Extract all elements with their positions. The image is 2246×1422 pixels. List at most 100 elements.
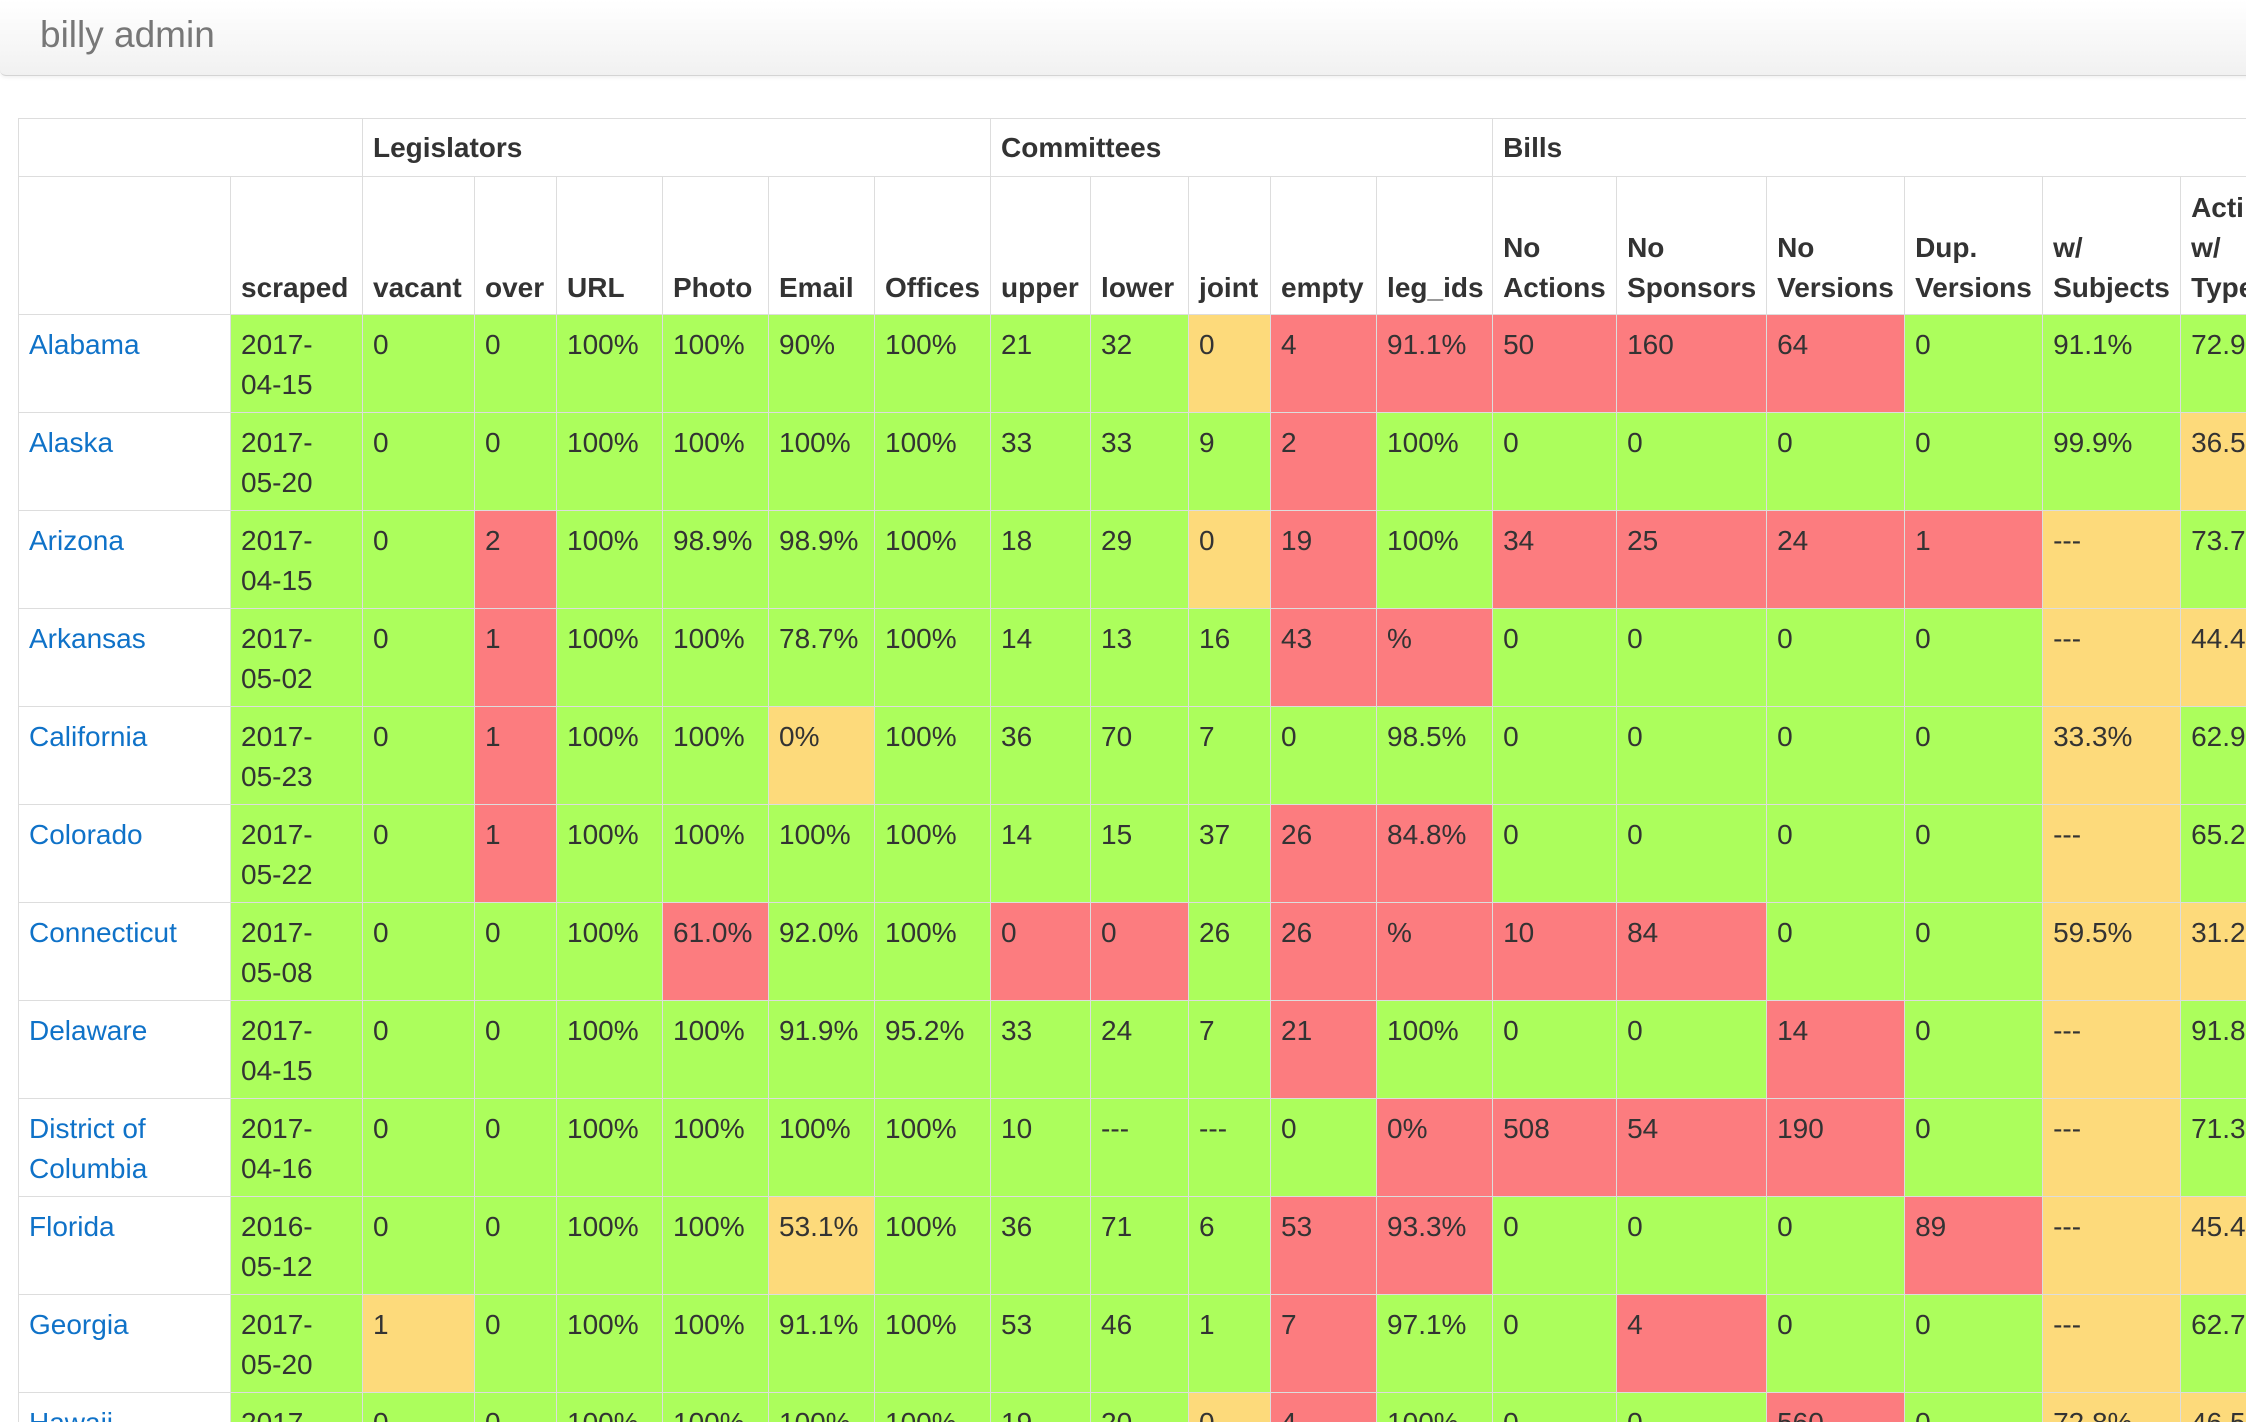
state-link[interactable]: Arizona xyxy=(29,525,124,556)
metric-cell: 0 xyxy=(990,902,1092,1001)
text-line: 7 xyxy=(1199,1015,1215,1046)
text-line: 33 xyxy=(1001,1015,1033,1046)
text-line: --- xyxy=(2053,1015,2082,1046)
metric-cell: 0 xyxy=(362,1000,475,1099)
metric-cell: 0 xyxy=(1492,804,1618,903)
metric-cell: % xyxy=(1376,902,1494,1001)
column-header: empty xyxy=(1270,176,1378,315)
text-line: 100% xyxy=(673,1113,745,1144)
text-line: No xyxy=(1503,232,1541,263)
text-line: 05-22 xyxy=(241,859,313,890)
metric-cell: 62.7 xyxy=(2180,1294,2246,1393)
state-link[interactable]: Florida xyxy=(29,1211,115,1242)
metric-cell: --- xyxy=(2042,1000,2182,1099)
text-line: 0 xyxy=(1627,1015,1643,1046)
metric-cell: 59.5% xyxy=(2042,902,2182,1001)
column-header: Photo xyxy=(662,176,769,315)
metric-cell: 26 xyxy=(1270,902,1378,1001)
text-line: 21 xyxy=(1281,1015,1313,1046)
text-line: 91.9% xyxy=(779,1015,859,1046)
text-line: 0 xyxy=(373,623,389,654)
text-line: 92.0% xyxy=(779,917,859,948)
metric-cell: 97.1% xyxy=(1376,1294,1494,1393)
metric-cell: 0 xyxy=(1492,1294,1618,1393)
column-header: lower xyxy=(1090,176,1190,315)
state-link[interactable]: Hawaii xyxy=(29,1407,113,1422)
state-link[interactable]: Georgia xyxy=(29,1309,129,1340)
state-link[interactable]: Alabama xyxy=(29,329,140,360)
metric-cell: 21 xyxy=(1270,1000,1378,1099)
text-line: 100% xyxy=(885,329,957,360)
brand-link[interactable]: billy admin xyxy=(40,14,215,55)
text-line: 29 xyxy=(1101,525,1133,556)
metric-cell: 2017- 04-16 xyxy=(230,1098,363,1197)
text-line: 0 xyxy=(1915,819,1931,850)
metric-cell: 100% xyxy=(556,1196,663,1295)
text-line: 0 xyxy=(373,525,389,556)
column-header: vacant xyxy=(362,176,475,315)
metric-cell: 0 xyxy=(1616,608,1768,707)
text-line: Email xyxy=(779,272,854,303)
text-line: 24 xyxy=(1101,1015,1133,1046)
metric-cell: 91.1% xyxy=(768,1294,875,1393)
text-line: 2016- xyxy=(241,1211,313,1242)
metric-cell: 0 xyxy=(1766,902,1906,1001)
text-line: --- xyxy=(2053,525,2082,556)
state-link[interactable]: Arkansas xyxy=(29,623,146,654)
state-link[interactable]: Delaware xyxy=(29,1015,147,1046)
metric-cell: 29 xyxy=(1090,510,1190,609)
state-cell: Arkansas xyxy=(18,608,231,707)
text-line: 14 xyxy=(1777,1015,1809,1046)
metric-cell: 100% xyxy=(556,1000,663,1099)
metric-cell: 100% xyxy=(556,1294,663,1393)
metric-cell: 100% xyxy=(662,804,769,903)
state-link[interactable]: Colorado xyxy=(29,819,143,850)
text-line: 100% xyxy=(673,721,745,752)
text-line: 04-16 xyxy=(241,1153,313,1184)
text-line: 9 xyxy=(1199,427,1215,458)
text-line: 2 xyxy=(485,525,501,556)
text-line: 0 xyxy=(1503,623,1519,654)
text-line: 0% xyxy=(779,721,820,752)
text-line: 0 xyxy=(373,917,389,948)
text-line: 26 xyxy=(1281,819,1313,850)
metric-cell: 1 xyxy=(362,1294,475,1393)
metric-cell: 91.8 xyxy=(2180,1000,2246,1099)
state-link[interactable]: Alaska xyxy=(29,427,113,458)
metric-cell: 100% xyxy=(662,1098,769,1197)
text-line: Type xyxy=(2191,272,2246,303)
metric-cell: 25 xyxy=(1616,510,1768,609)
text-line: 0 xyxy=(1503,1407,1519,1422)
metric-cell: 0 xyxy=(1616,804,1768,903)
state-link[interactable]: California xyxy=(29,721,147,752)
metric-cell: 14 xyxy=(990,608,1092,707)
metric-cell: 100% xyxy=(1376,1392,1494,1422)
text-line: 37 xyxy=(1199,819,1231,850)
text-line: 100% xyxy=(567,1407,639,1422)
metric-cell: 1 xyxy=(474,804,557,903)
metric-cell: 100% xyxy=(873,608,992,707)
metric-cell: --- xyxy=(2042,1196,2182,1295)
column-header: w/Subjects xyxy=(2042,176,2182,315)
text-line: 0 xyxy=(1503,1015,1519,1046)
metric-cell: 100% xyxy=(556,314,663,413)
metric-cell: 0 xyxy=(362,706,475,805)
text-line: Florida xyxy=(29,1211,115,1242)
text-line: 0 xyxy=(485,1211,501,1242)
table-row: California 2017- 05-23 0 1 100% 100% 0% 100% 36 70… xyxy=(18,706,2246,805)
metric-cell: --- xyxy=(1090,1098,1190,1197)
metric-cell: 65.2 xyxy=(2180,804,2246,903)
state-link[interactable]: Connecticut xyxy=(29,917,177,948)
text-line: 71.3 xyxy=(2191,1113,2246,1144)
text-line: 100% xyxy=(779,1407,851,1422)
state-link[interactable]: District of Columbia xyxy=(29,1113,147,1184)
metric-cell: 33 xyxy=(990,412,1092,511)
text-line: 0 xyxy=(1915,623,1931,654)
metric-cell: 98.9% xyxy=(662,510,769,609)
text-line: 62.9 xyxy=(2191,721,2246,752)
metric-cell: --- xyxy=(2042,1294,2182,1393)
text-line: 64 xyxy=(1777,329,1809,360)
text-line: Arizona xyxy=(29,525,124,556)
text-line: Alabama xyxy=(29,329,140,360)
metric-cell: 100% xyxy=(556,1098,663,1197)
